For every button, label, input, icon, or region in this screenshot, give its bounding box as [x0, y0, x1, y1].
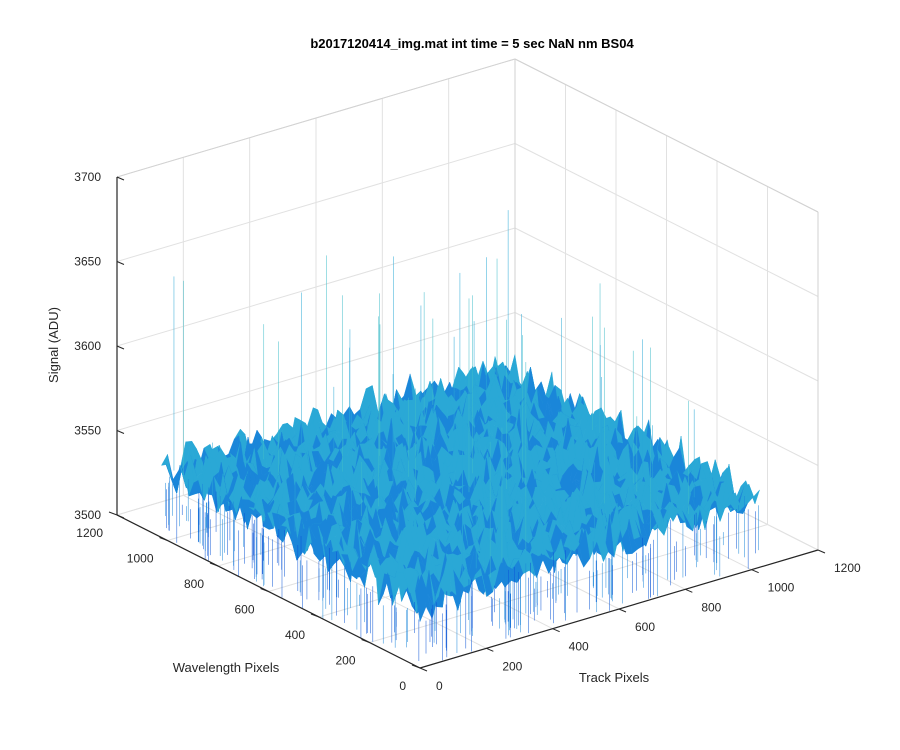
y-tick — [260, 588, 269, 592]
tick-labels: 0 200 400 600 800 1000 1200 0 200 400 600 800 1000 12… — [74, 170, 861, 693]
z-tick — [116, 514, 125, 519]
z-tick — [116, 176, 125, 181]
z-tick-label: 3700 — [74, 170, 101, 184]
y-axis-label: Wavelength Pixels — [173, 660, 280, 675]
grid-line — [116, 312, 516, 431]
z-tick — [116, 430, 125, 434]
y-tick-label: 0 — [399, 679, 406, 693]
z-tick-label: 3600 — [74, 339, 101, 353]
y-tick — [361, 639, 370, 643]
x-tick — [685, 588, 693, 593]
y-tick — [411, 664, 421, 669]
box-edge — [514, 58, 819, 213]
x-axis-label: Track Pixels — [579, 670, 650, 685]
x-tick — [419, 667, 428, 672]
grid-line — [514, 143, 819, 297]
grid-line — [514, 227, 819, 382]
y-tick — [159, 537, 168, 541]
z-tick-label: 3500 — [74, 508, 101, 522]
x-tick-label: 0 — [436, 679, 443, 693]
x-tick-label: 1000 — [768, 581, 795, 595]
box-edge — [116, 58, 516, 178]
x-tick-label: 600 — [635, 620, 655, 634]
x-tick-label: 200 — [502, 659, 522, 673]
x-tick — [486, 647, 494, 652]
y-tick-label: 400 — [285, 628, 305, 642]
y-tick — [209, 562, 219, 567]
y-tick-label: 600 — [234, 603, 254, 617]
z-tick — [116, 345, 125, 350]
z-tick — [116, 261, 125, 265]
grid-line — [116, 143, 516, 262]
x-tick — [618, 608, 627, 613]
grid-line — [369, 524, 768, 643]
y-tick-label: 1000 — [127, 552, 154, 566]
x-tick — [552, 628, 560, 633]
grid-line — [116, 227, 516, 347]
x-tick — [751, 569, 759, 574]
surface-mesh — [161, 210, 760, 661]
y-tick — [108, 511, 118, 516]
y-tick-label: 1200 — [76, 526, 103, 540]
x-tick-label: 400 — [569, 640, 589, 654]
grid-line — [514, 312, 819, 466]
y-tick-label: 800 — [184, 577, 204, 591]
x-tick-label: 800 — [701, 600, 721, 614]
x-tick-label: 1200 — [834, 561, 861, 575]
y-tick — [310, 613, 320, 618]
z-tick-label: 3550 — [74, 424, 101, 438]
chart-title: b2017120414_img.mat int time = 5 sec NaN… — [310, 36, 634, 51]
y-tick-label: 200 — [335, 654, 355, 668]
axes-lines — [108, 176, 826, 672]
z-axis-label: Signal (ADU) — [46, 307, 61, 383]
surface-patch — [415, 574, 427, 623]
z-tick-label: 3650 — [74, 255, 101, 269]
x-tick — [817, 549, 826, 554]
